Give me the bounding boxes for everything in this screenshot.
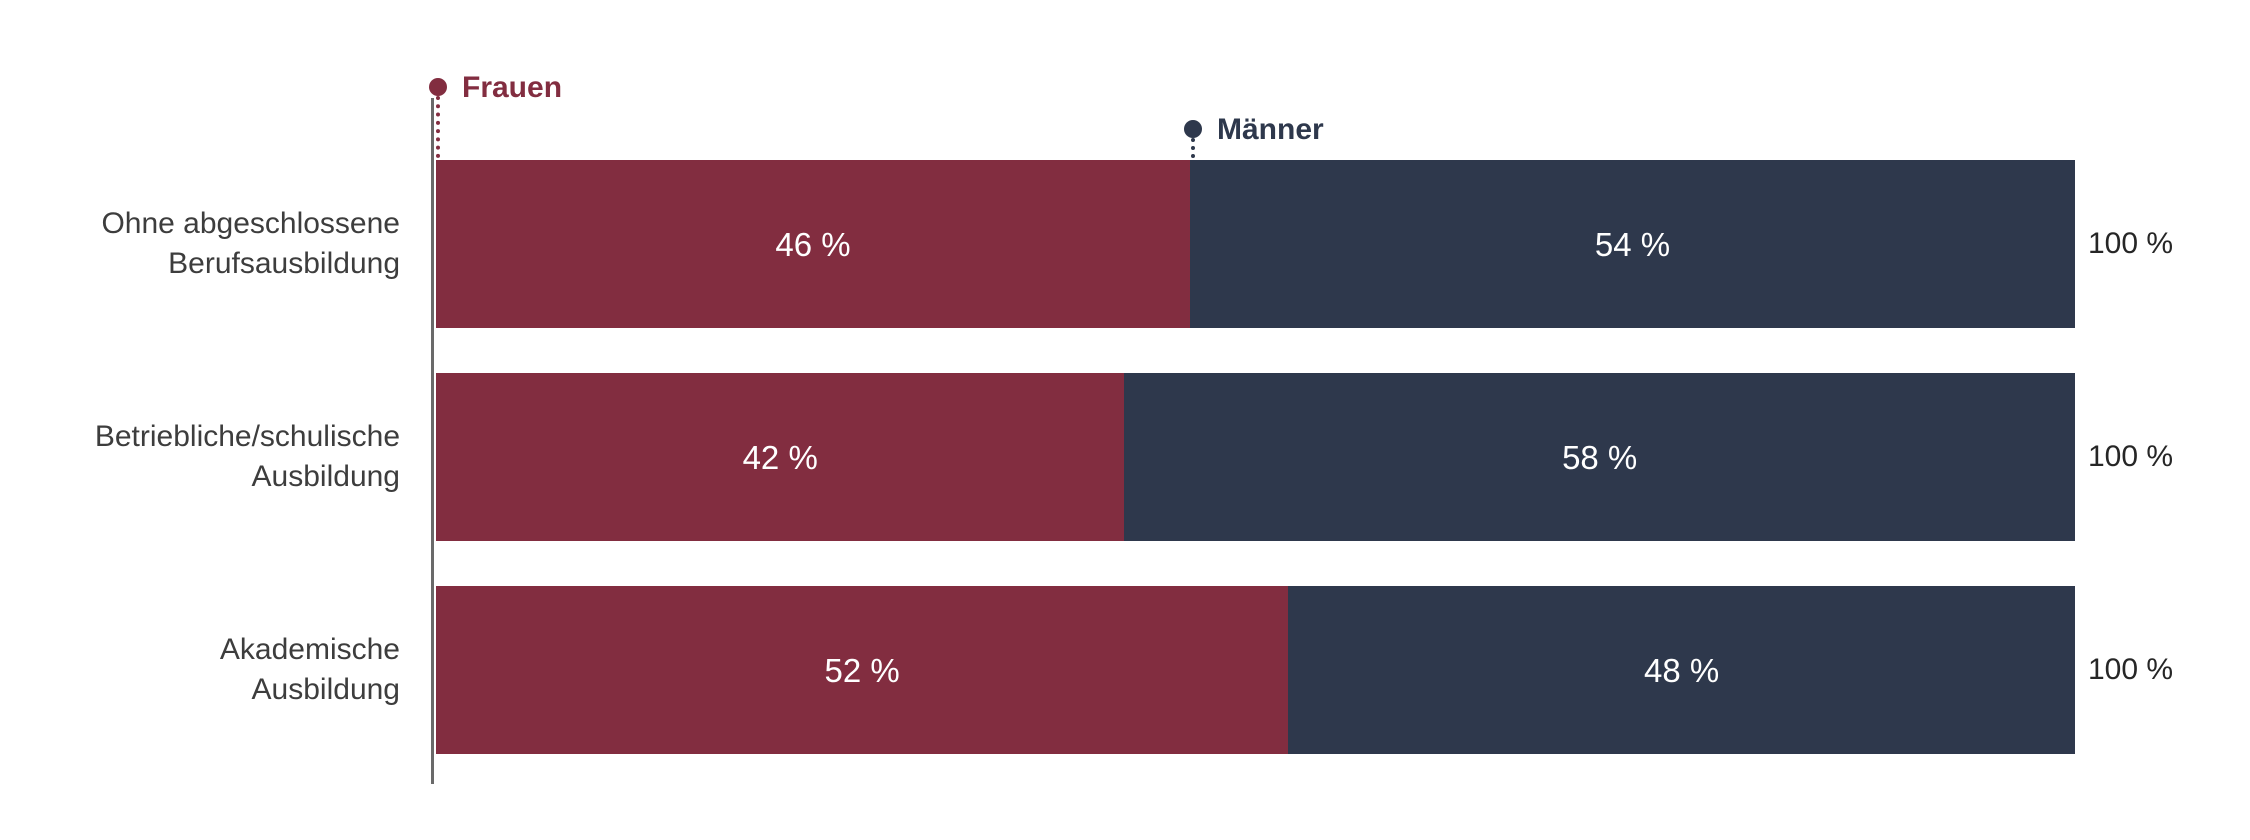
value-label: 48 % — [1644, 651, 1720, 689]
value-label: 46 % — [775, 225, 851, 263]
bar-track: 42 % 58 % — [436, 373, 2075, 541]
total-label: 100 % — [2088, 440, 2174, 473]
legend-marker-maenner-icon — [1184, 120, 1202, 138]
category-label-line: Ausbildung — [251, 673, 400, 706]
value-label: 54 % — [1594, 225, 1671, 263]
legend-label-maenner: Männer — [1217, 113, 1324, 146]
category-label-line: Ausbildung — [251, 460, 400, 493]
category-label-line: Betriebliche/schulische — [94, 420, 400, 453]
value-label: 52 % — [824, 651, 900, 689]
category-label-line: Ohne abgeschlossene — [101, 207, 400, 240]
bar-row: 42 % 58 % — [436, 373, 2075, 541]
bar-segment-maenner: 58 % — [1124, 373, 2075, 541]
legend-label-frauen: Frauen — [462, 71, 563, 104]
legend-leader-frauen — [436, 96, 440, 158]
bar-segment-frauen: 52 % — [436, 586, 1289, 754]
total-label: 100 % — [2088, 653, 2174, 686]
category-label-line: Berufsausbildung — [168, 247, 400, 280]
category-label: Ohne abgeschlossene Berufsausbildung — [0, 160, 431, 328]
bar-segment-maenner: 54 % — [1189, 160, 2075, 328]
bar-segment-maenner: 48 % — [1288, 586, 2075, 754]
bar-track: 46 % 54 % — [436, 160, 2075, 328]
bar-segment-frauen: 46 % — [436, 160, 1190, 328]
bar-segment-frauen: 42 % — [436, 373, 1125, 541]
total-label: 100 % — [2088, 227, 2174, 260]
legend-marker-frauen-icon — [429, 78, 447, 96]
category-label: Betriebliche/schulische Ausbildung — [0, 373, 431, 541]
category-label: Akademische Ausbildung — [0, 586, 431, 754]
legend-leader-maenner — [1191, 138, 1195, 158]
bar-row: 52 % 48 % — [436, 586, 2075, 754]
value-label: 42 % — [742, 438, 818, 476]
bar-row: 46 % 54 % — [436, 160, 2075, 328]
category-label-line: Akademische — [219, 633, 400, 666]
bar-track: 52 % 48 % — [436, 586, 2075, 754]
value-label: 58 % — [1562, 438, 1638, 476]
y-axis-line — [431, 98, 434, 784]
